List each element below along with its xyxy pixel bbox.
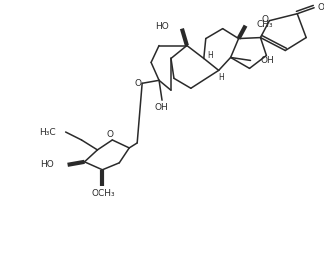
Text: O: O <box>318 3 324 12</box>
Text: HO: HO <box>155 22 169 31</box>
Text: CH₃: CH₃ <box>257 20 273 29</box>
Text: H: H <box>207 51 213 60</box>
Text: OH: OH <box>260 56 274 65</box>
Text: OH: OH <box>154 103 168 112</box>
Text: H: H <box>218 73 224 82</box>
Text: HO: HO <box>40 160 54 169</box>
Text: O: O <box>107 131 114 140</box>
Text: OCH₃: OCH₃ <box>92 189 115 198</box>
Text: O: O <box>135 79 142 88</box>
Text: H₃C: H₃C <box>39 128 56 136</box>
Text: O: O <box>262 15 269 24</box>
